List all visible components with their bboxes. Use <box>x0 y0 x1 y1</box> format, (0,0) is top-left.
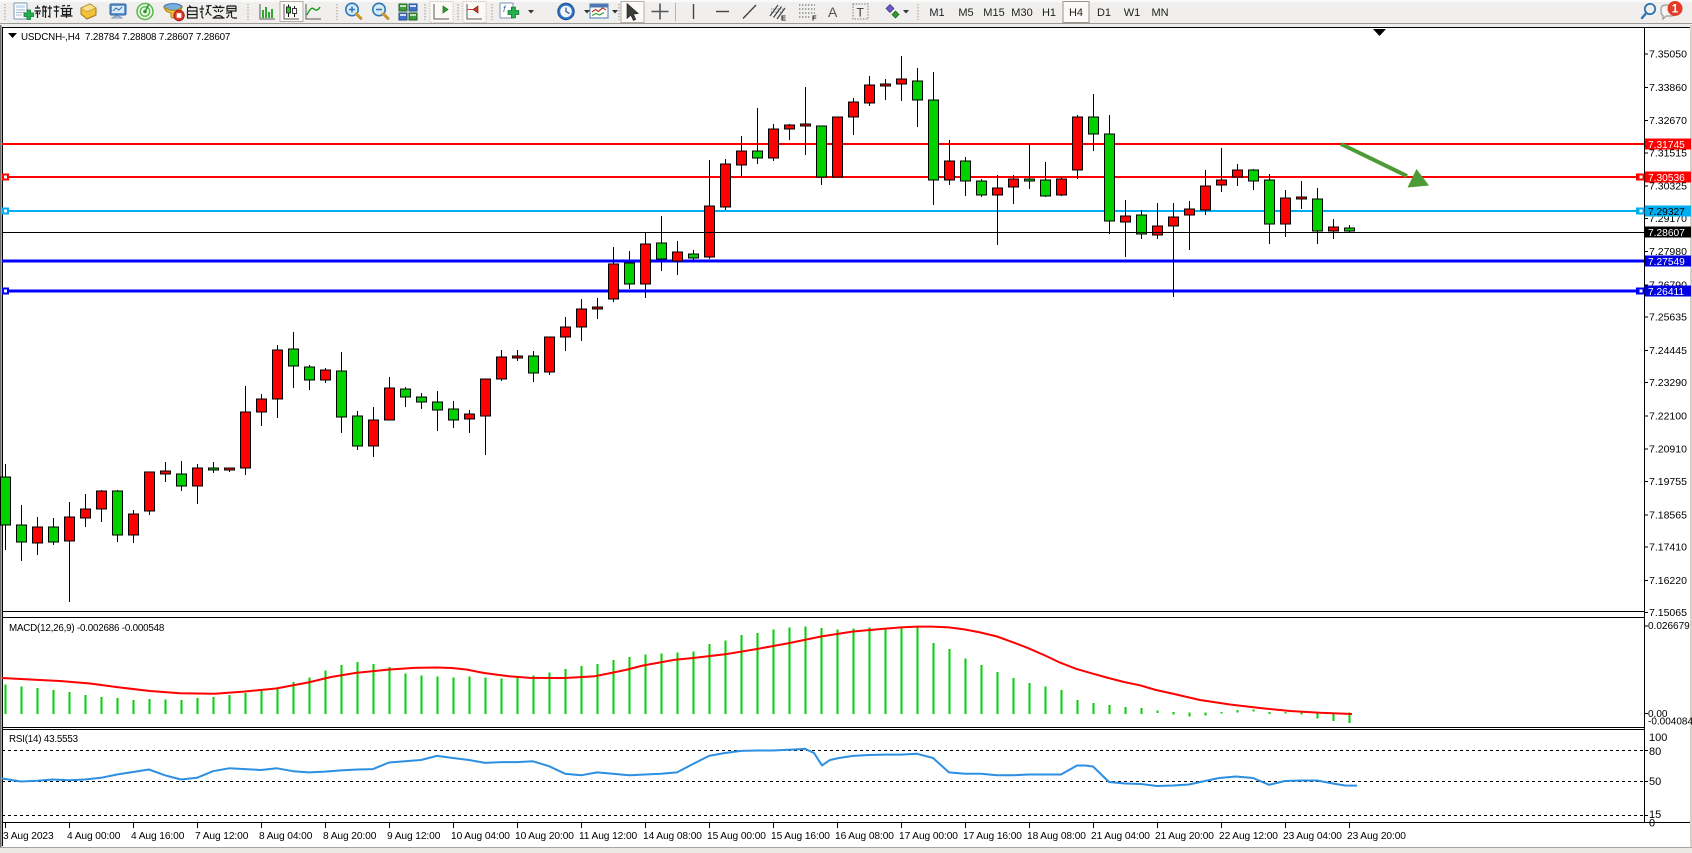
svg-text:0: 0 <box>1649 818 1655 830</box>
svg-text:14 Aug 08:00: 14 Aug 08:00 <box>643 831 702 842</box>
svg-text:7.20910: 7.20910 <box>1649 444 1687 456</box>
svg-text:8 Aug 20:00: 8 Aug 20:00 <box>323 831 377 842</box>
svg-text:4 Aug 00:00: 4 Aug 00:00 <box>67 831 121 842</box>
svg-text:M30: M30 <box>1011 7 1032 19</box>
svg-text:W1: W1 <box>1124 7 1141 19</box>
svg-text:22 Aug 12:00: 22 Aug 12:00 <box>1219 831 1278 842</box>
svg-text:0.026679: 0.026679 <box>1648 621 1690 632</box>
svg-text:8 Aug 04:00: 8 Aug 04:00 <box>259 831 313 842</box>
svg-text:17 Aug 16:00: 17 Aug 16:00 <box>963 831 1022 842</box>
svg-text:7.19755: 7.19755 <box>1649 476 1687 488</box>
svg-text:MN: MN <box>1151 7 1168 19</box>
svg-text:15 Aug 00:00: 15 Aug 00:00 <box>707 831 766 842</box>
svg-text:7.31515: 7.31515 <box>1649 147 1687 159</box>
svg-text:100: 100 <box>1649 732 1667 744</box>
svg-text:MACD(12,26,9) -0.002686 -0.000: MACD(12,26,9) -0.002686 -0.000548 <box>9 623 165 634</box>
svg-text:80: 80 <box>1649 746 1661 758</box>
svg-text:A: A <box>828 4 838 20</box>
svg-text:M15: M15 <box>983 7 1004 19</box>
svg-text:7.23290: 7.23290 <box>1649 377 1687 389</box>
svg-text:11 Aug 12:00: 11 Aug 12:00 <box>579 831 638 842</box>
svg-text:3 Aug 2023: 3 Aug 2023 <box>3 831 54 842</box>
svg-text:4 Aug 16:00: 4 Aug 16:00 <box>131 831 185 842</box>
svg-text:10 Aug 20:00: 10 Aug 20:00 <box>515 831 574 842</box>
svg-text:7.30536: 7.30536 <box>1648 173 1685 184</box>
svg-text:7.31745: 7.31745 <box>1648 140 1685 151</box>
svg-text:7 Aug 12:00: 7 Aug 12:00 <box>195 831 249 842</box>
svg-text:7.26411: 7.26411 <box>1648 287 1684 298</box>
svg-text:7.35050: 7.35050 <box>1649 49 1687 61</box>
svg-text:7.24445: 7.24445 <box>1649 345 1687 357</box>
svg-text:21 Aug 20:00: 21 Aug 20:00 <box>1155 831 1214 842</box>
svg-text:1: 1 <box>1672 4 1679 16</box>
svg-text:F: F <box>812 14 817 23</box>
svg-text:H4: H4 <box>1069 7 1083 19</box>
svg-text:7.28607: 7.28607 <box>1648 228 1685 239</box>
svg-text:USDCNH-,H4 7.28784 7.28808 7.: USDCNH-,H4 7.28784 7.28808 7.28607 7.286… <box>21 32 230 43</box>
svg-text:7.27980: 7.27980 <box>1649 246 1687 258</box>
svg-text:T: T <box>857 6 865 20</box>
svg-text:7.33860: 7.33860 <box>1649 82 1687 94</box>
svg-text:50: 50 <box>1649 776 1661 788</box>
svg-text:f: f <box>503 4 507 14</box>
svg-text:23 Aug 20:00: 23 Aug 20:00 <box>1347 831 1406 842</box>
svg-text:7.32670: 7.32670 <box>1649 115 1687 127</box>
svg-text:7.18565: 7.18565 <box>1649 509 1687 521</box>
svg-text:7.30325: 7.30325 <box>1649 181 1687 193</box>
svg-text:0.00: 0.00 <box>1648 709 1668 720</box>
svg-text:E: E <box>781 14 786 23</box>
svg-text:15: 15 <box>1649 809 1661 821</box>
svg-text:D1: D1 <box>1097 7 1111 19</box>
svg-text:7.25635: 7.25635 <box>1649 312 1687 324</box>
svg-text:17 Aug 00:00: 17 Aug 00:00 <box>899 831 958 842</box>
svg-text:7.22100: 7.22100 <box>1649 410 1687 422</box>
svg-text:7.16220: 7.16220 <box>1649 575 1687 587</box>
svg-text:-0.004084: -0.004084 <box>1648 717 1692 728</box>
svg-text:RSI(14) 43.5553: RSI(14) 43.5553 <box>9 734 79 745</box>
svg-text:7.29327: 7.29327 <box>1648 207 1685 218</box>
svg-text:9 Aug 12:00: 9 Aug 12:00 <box>387 831 441 842</box>
svg-text:7.27549: 7.27549 <box>1648 257 1685 268</box>
svg-text:15 Aug 16:00: 15 Aug 16:00 <box>771 831 830 842</box>
svg-text:23 Aug 04:00: 23 Aug 04:00 <box>1283 831 1342 842</box>
svg-text:16 Aug 08:00: 16 Aug 08:00 <box>835 831 894 842</box>
svg-text:M5: M5 <box>958 7 973 19</box>
svg-text:18 Aug 08:00: 18 Aug 08:00 <box>1027 831 1086 842</box>
svg-text:M1: M1 <box>929 7 944 19</box>
svg-text:H1: H1 <box>1042 7 1056 19</box>
svg-text:21 Aug 04:00: 21 Aug 04:00 <box>1091 831 1150 842</box>
svg-text:10 Aug 04:00: 10 Aug 04:00 <box>451 831 510 842</box>
svg-text:7.17410: 7.17410 <box>1649 542 1687 554</box>
svg-text:7.15065: 7.15065 <box>1649 607 1687 619</box>
